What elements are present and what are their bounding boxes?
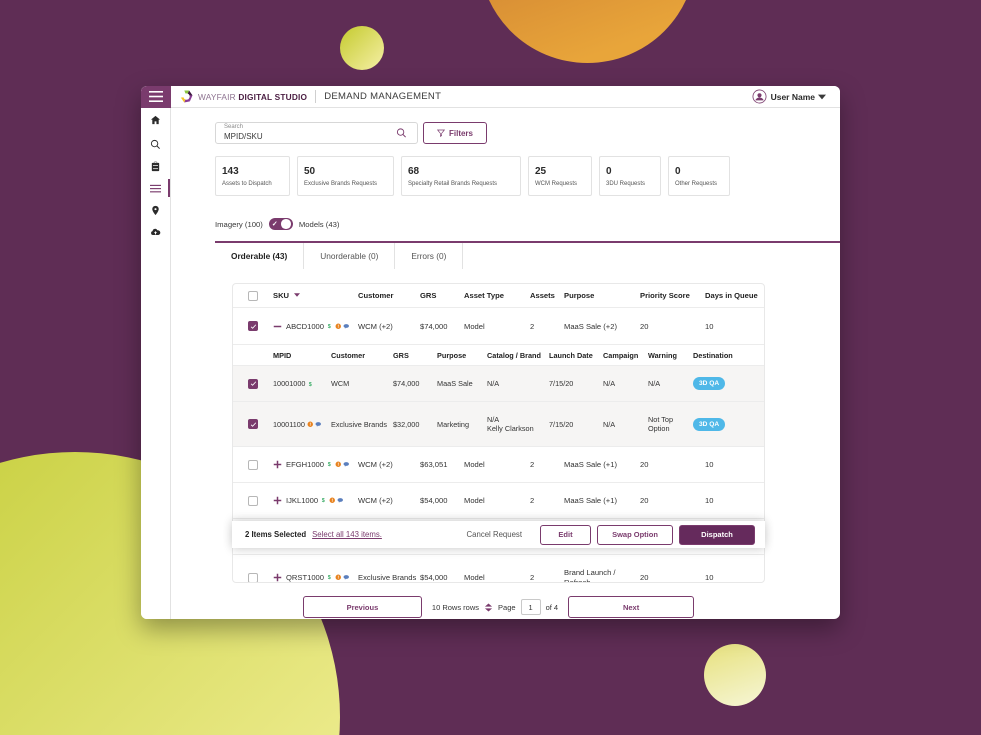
svg-text:$: $ — [328, 462, 331, 467]
svg-text:$: $ — [328, 324, 331, 329]
svg-text:$: $ — [328, 575, 331, 580]
svg-text:$: $ — [322, 498, 325, 503]
svg-text:$: $ — [309, 382, 312, 387]
